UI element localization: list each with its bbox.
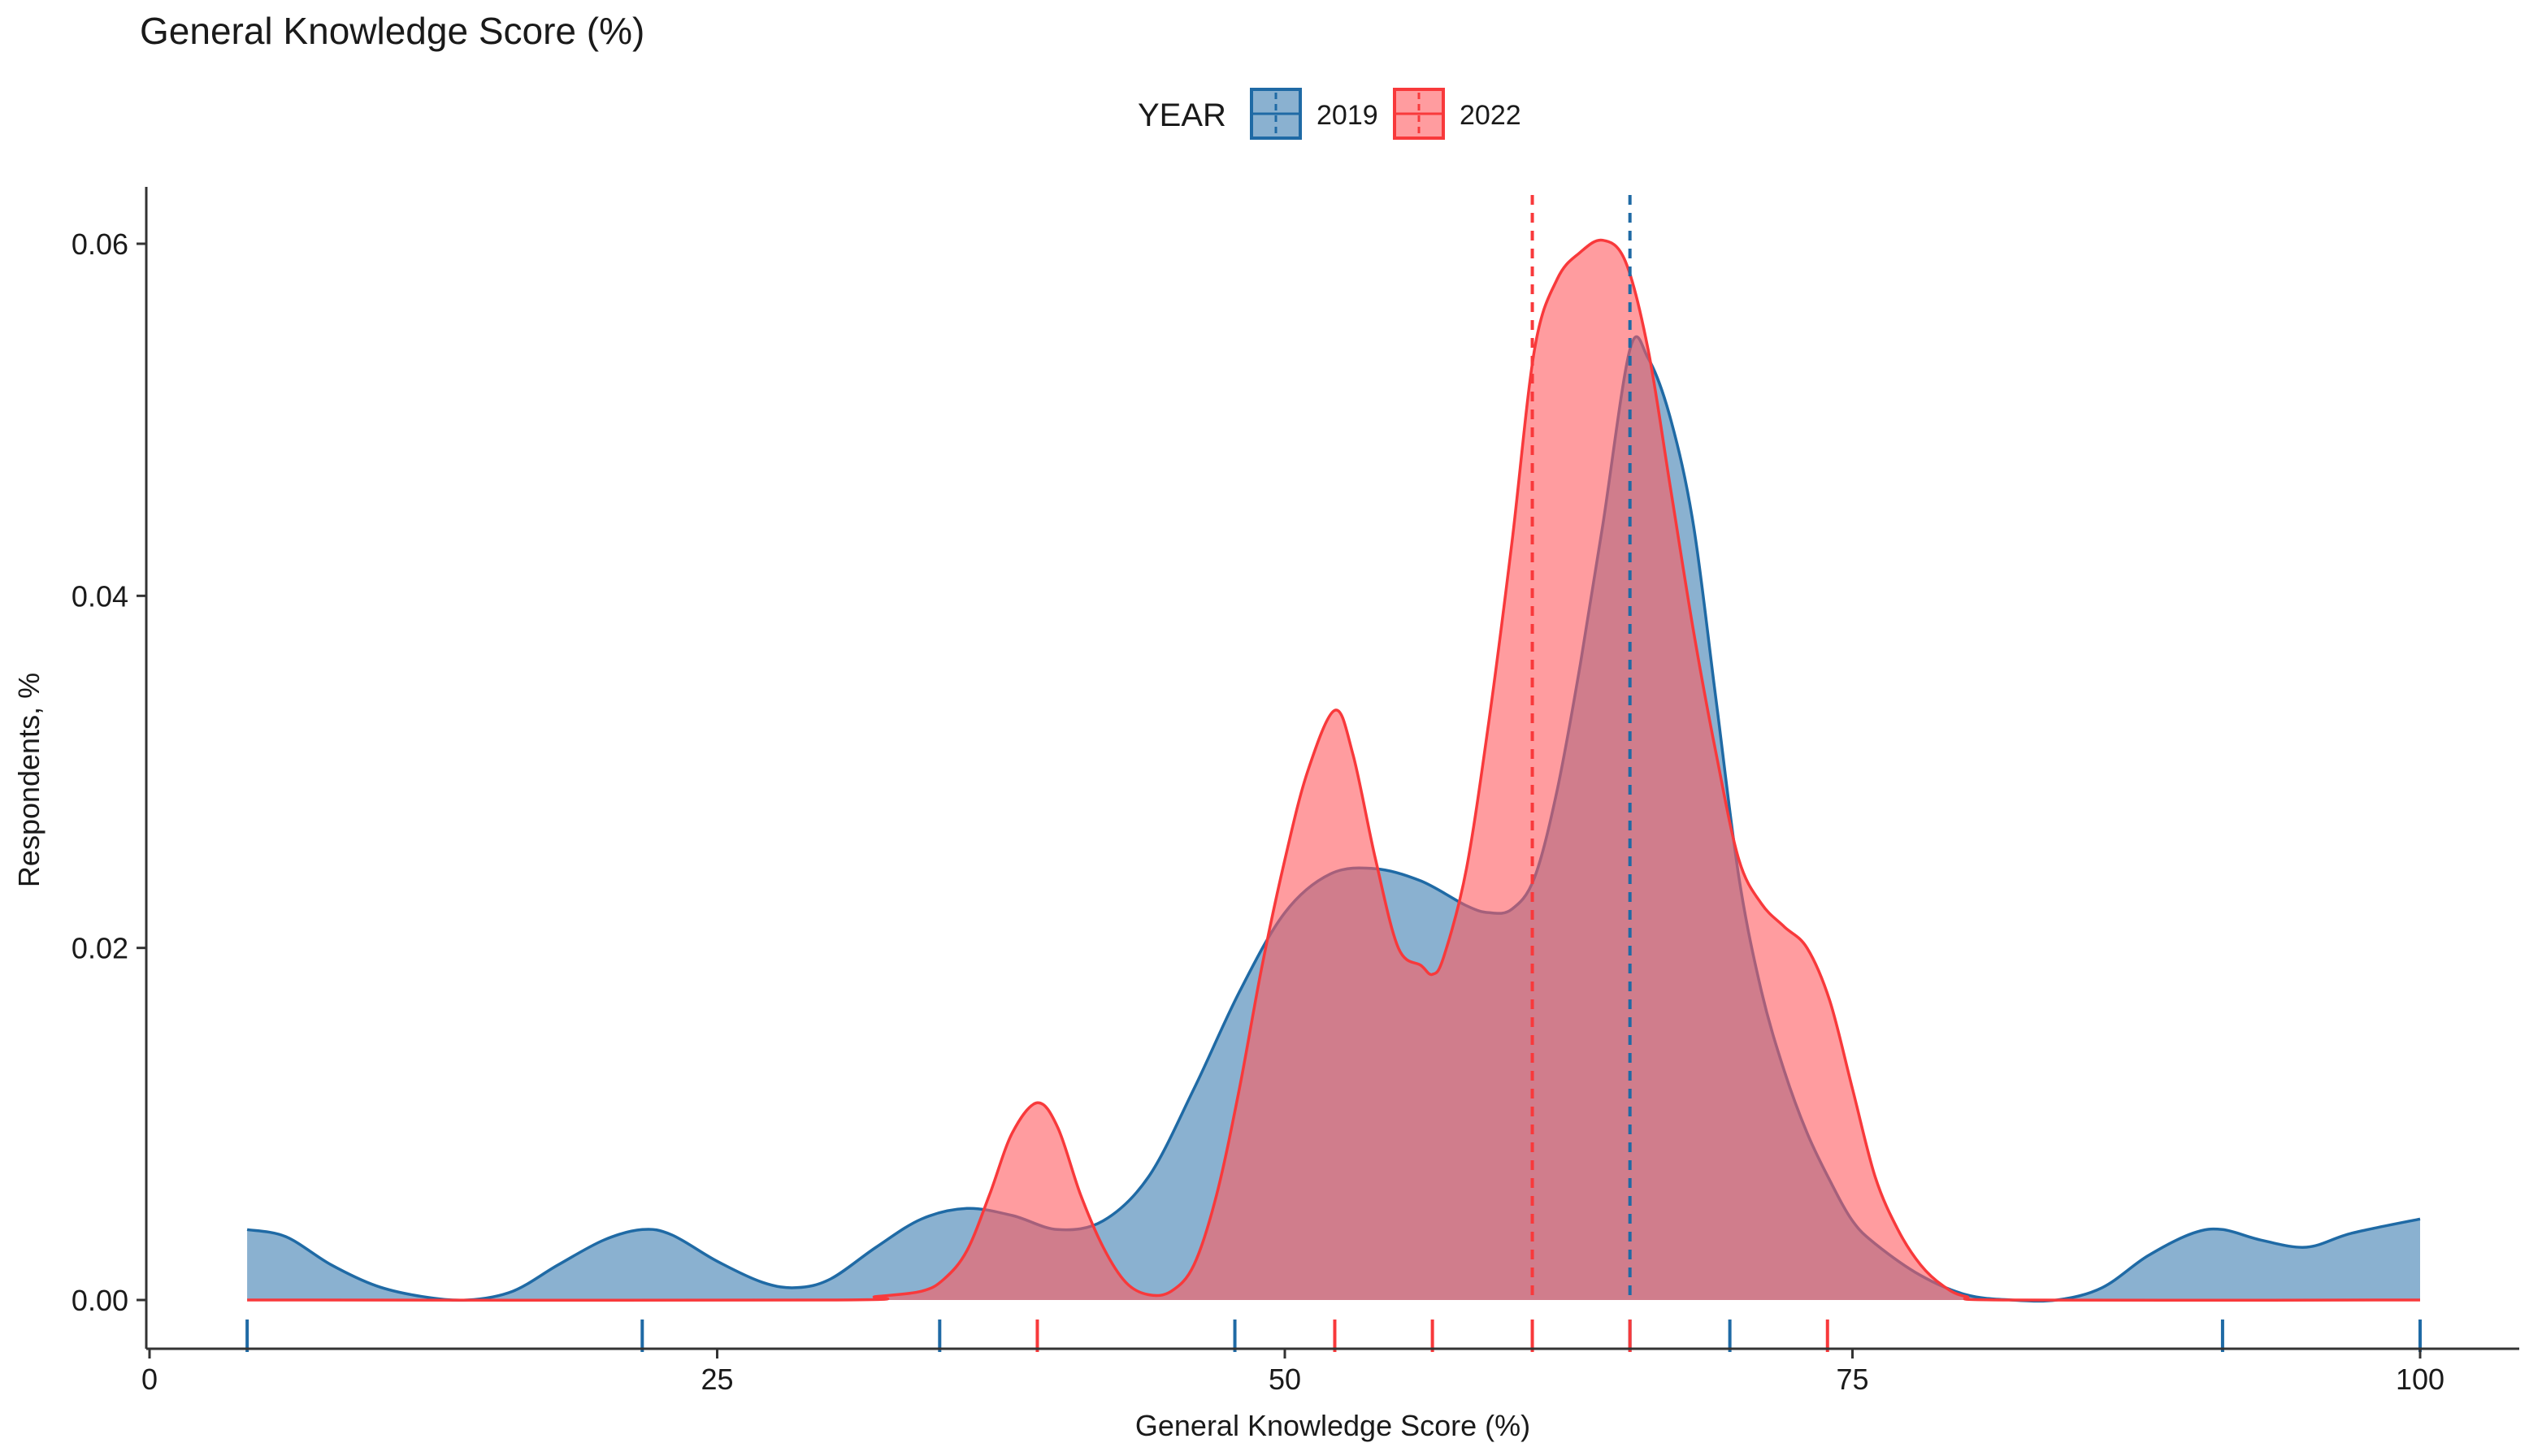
y-axis-title: Respondents, %: [12, 673, 46, 887]
x-axis-ticks: 0 25 50 75 100: [141, 1349, 2444, 1396]
y-tick-label: 0.02: [72, 932, 128, 965]
plot-area: [246, 238, 2421, 1303]
mean-lines: [1530, 195, 1632, 1300]
legend-title: YEAR: [1138, 98, 1226, 133]
x-tick-label: 0: [141, 1363, 158, 1396]
y-tick-label: 0.04: [72, 579, 128, 613]
y-axis-ticks: 0.00 0.02 0.04 0.06: [72, 228, 146, 1317]
legend-label-2022: 2022: [1460, 100, 1521, 131]
x-tick-label: 75: [1836, 1363, 1868, 1396]
legend-key-2022: [1393, 88, 1445, 140]
legend-label-2019: 2019: [1317, 100, 1378, 131]
x-tick-label: 50: [1269, 1363, 1301, 1396]
y-tick-label: 0.06: [72, 228, 128, 261]
x-tick-label: 25: [701, 1363, 733, 1396]
density-area-2022: [247, 240, 2420, 1301]
density-line-2022: [247, 238, 2421, 1302]
legend-key-2019: [1250, 88, 1302, 140]
x-axis-title: General Knowledge Score (%): [1135, 1409, 1530, 1442]
rug-layer: [245, 1320, 2422, 1352]
legend: YEAR 2019 2022: [1138, 88, 1521, 140]
y-tick-label: 0.00: [72, 1284, 128, 1317]
x-tick-label: 100: [2396, 1363, 2444, 1396]
chart-title: General Knowledge Score (%): [140, 10, 644, 52]
